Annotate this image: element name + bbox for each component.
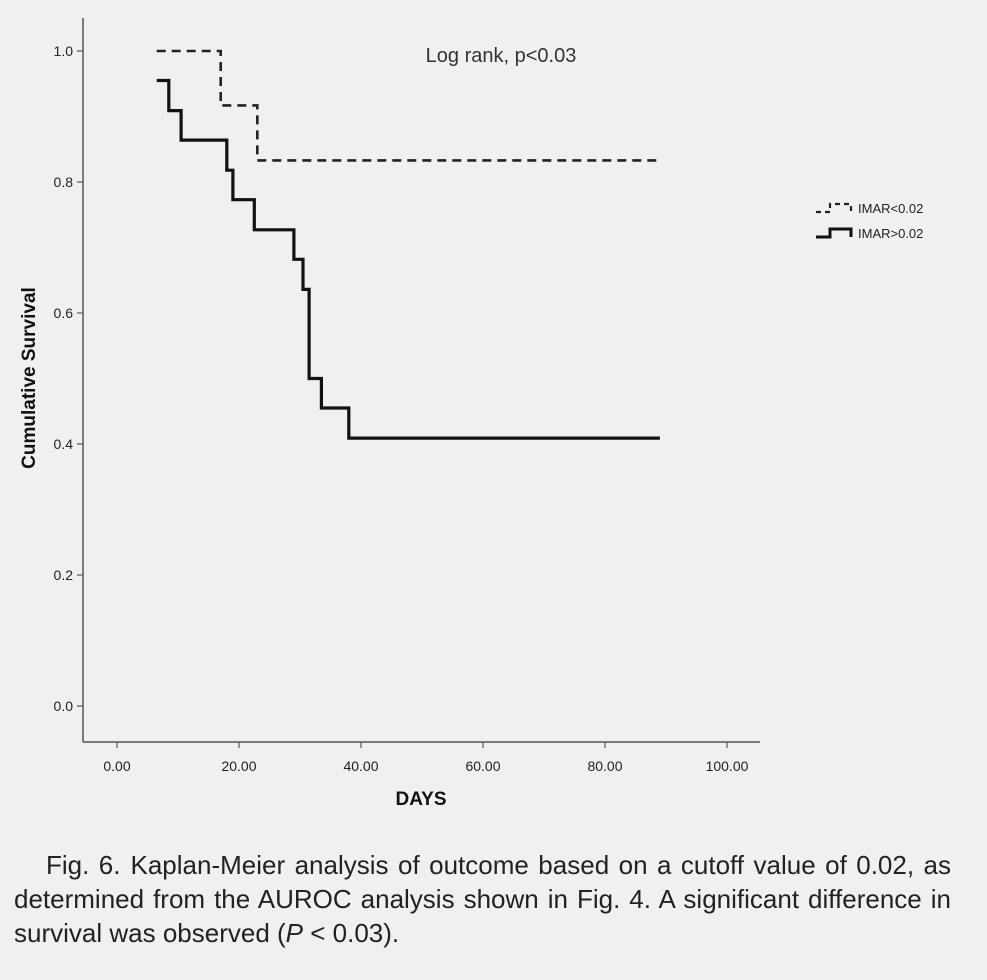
y-tick-label: 0.6	[54, 305, 74, 321]
p-symbol: P	[285, 918, 303, 948]
figure-label: Fig. 6.	[46, 850, 121, 880]
x-tick-label: 80.00	[587, 758, 622, 774]
x-tick-label: 60.00	[465, 758, 500, 774]
x-tick-label: 100.00	[706, 758, 749, 774]
y-tick-label: 1.0	[54, 43, 74, 59]
axes	[77, 18, 760, 748]
series-lines	[156, 49, 660, 440]
legend-label: IMAR<0.02	[858, 201, 923, 216]
x-tick-label: 20.00	[221, 758, 256, 774]
y-tick-label: 0.4	[54, 436, 74, 452]
y-tick-label: 0.2	[54, 567, 74, 583]
caption-text: Kaplan-Meier analysis of outcome based o…	[14, 850, 952, 948]
x-tick-label: 0.00	[103, 758, 130, 774]
legend-label: IMAR>0.02	[858, 226, 923, 241]
kaplan-meier-chart: 0.0 0.2 0.4 0.6 0.8 1.0 0.00 20.00 40.00 60.00 80.…	[19, 18, 923, 810]
y-axis-title: Cumulative Survival	[19, 287, 40, 469]
axis-labels: 0.0 0.2 0.4 0.6 0.8 1.0 0.00 20.00 40.00 60.00 80.…	[19, 43, 749, 810]
x-axis-title: DAYS	[395, 789, 446, 810]
p-value-text: < 0.03).	[303, 918, 400, 948]
legend: IMAR<0.02 IMAR>0.02	[816, 201, 923, 241]
x-tick-label: 40.00	[343, 758, 378, 774]
figure-caption: Fig. 6. Kaplan-Meier analysis of outcome …	[14, 848, 951, 950]
survival-curve-imar-high	[156, 78, 660, 440]
y-tick-label: 0.0	[54, 698, 74, 714]
legend-swatch	[816, 227, 853, 239]
survival-curve-imar-low	[156, 49, 660, 162]
log-rank-annotation: Log rank, p<0.03	[426, 45, 577, 67]
y-tick-label: 0.8	[54, 174, 74, 190]
legend-swatch	[816, 202, 853, 214]
